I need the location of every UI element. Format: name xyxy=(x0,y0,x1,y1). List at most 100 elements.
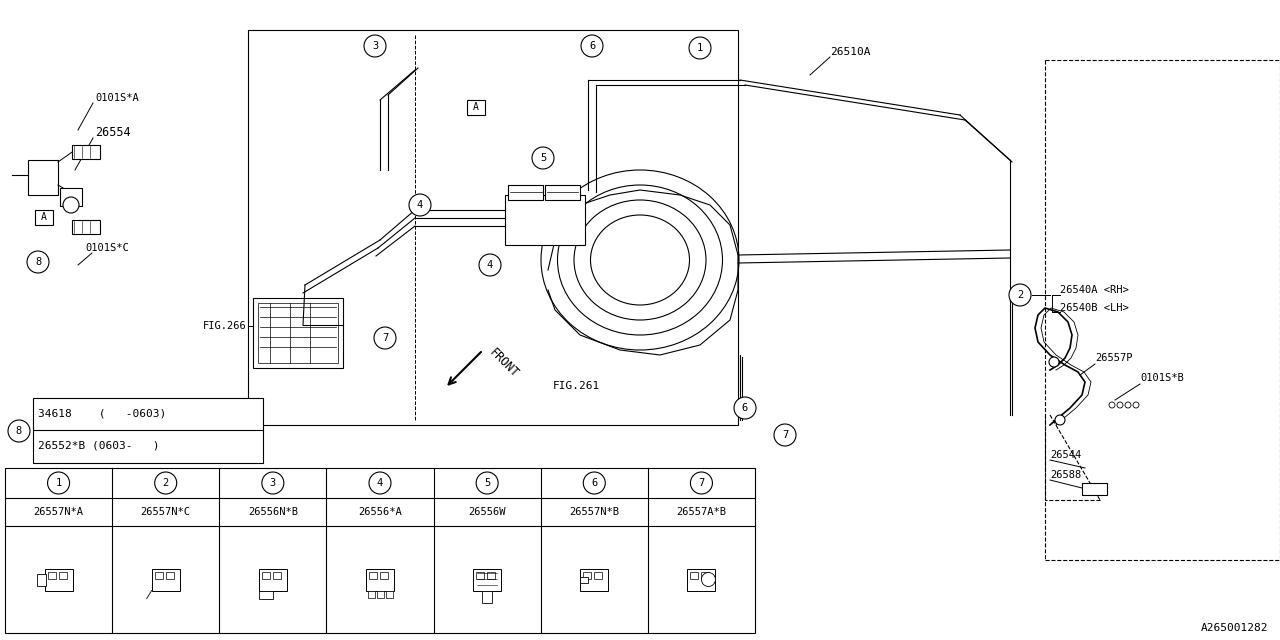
Bar xyxy=(45,568,73,591)
Circle shape xyxy=(364,35,387,57)
Bar xyxy=(545,185,580,200)
Bar xyxy=(273,572,280,579)
Bar xyxy=(72,220,100,234)
Circle shape xyxy=(27,251,49,273)
Text: 26588: 26588 xyxy=(1050,470,1082,480)
Circle shape xyxy=(262,472,284,494)
Text: FRONT: FRONT xyxy=(486,346,521,380)
Text: 26544: 26544 xyxy=(1050,450,1082,460)
Bar xyxy=(369,591,375,598)
Bar xyxy=(508,185,543,200)
Bar xyxy=(35,210,52,225)
Circle shape xyxy=(1108,402,1115,408)
Text: FIG.261: FIG.261 xyxy=(553,381,600,391)
Text: 26557A*B: 26557A*B xyxy=(676,507,727,517)
Text: 0101S*B: 0101S*B xyxy=(1140,373,1184,383)
Circle shape xyxy=(479,254,500,276)
Bar xyxy=(28,160,58,195)
Text: FIG.266: FIG.266 xyxy=(204,321,247,331)
Bar xyxy=(152,568,179,591)
Bar xyxy=(701,572,709,579)
Bar xyxy=(253,298,343,368)
Bar xyxy=(5,468,755,633)
Bar xyxy=(488,572,495,579)
Bar xyxy=(37,573,46,586)
Circle shape xyxy=(701,573,716,586)
Text: 26556W: 26556W xyxy=(468,507,506,517)
Text: 26554: 26554 xyxy=(95,127,131,140)
Text: 26557P: 26557P xyxy=(1094,353,1133,363)
Text: 26540A <RH>: 26540A <RH> xyxy=(1060,285,1129,295)
Circle shape xyxy=(581,35,603,57)
Text: 3: 3 xyxy=(270,478,276,488)
Circle shape xyxy=(584,472,605,494)
Text: 3: 3 xyxy=(372,41,378,51)
Circle shape xyxy=(733,397,756,419)
Bar xyxy=(584,572,591,579)
Bar xyxy=(259,568,287,591)
Bar xyxy=(33,398,262,463)
Bar xyxy=(476,572,484,579)
Text: 1: 1 xyxy=(696,43,703,53)
Circle shape xyxy=(774,424,796,446)
Text: 6: 6 xyxy=(742,403,748,413)
Text: 26556*A: 26556*A xyxy=(358,507,402,517)
Text: 7: 7 xyxy=(782,430,788,440)
Bar xyxy=(580,577,589,582)
Bar xyxy=(47,572,55,579)
Text: 26556N*B: 26556N*B xyxy=(248,507,298,517)
Text: A265001282: A265001282 xyxy=(1201,623,1268,633)
Text: 7: 7 xyxy=(699,478,704,488)
Text: 5: 5 xyxy=(540,153,547,163)
Bar xyxy=(690,572,699,579)
Bar xyxy=(72,145,100,159)
Bar xyxy=(387,591,393,598)
Bar xyxy=(259,303,338,363)
Bar xyxy=(594,572,603,579)
Bar xyxy=(580,568,608,591)
Circle shape xyxy=(1009,284,1030,306)
Bar xyxy=(165,572,174,579)
Circle shape xyxy=(476,472,498,494)
Text: 6: 6 xyxy=(591,478,598,488)
Text: 26557N*C: 26557N*C xyxy=(141,507,191,517)
Bar xyxy=(259,591,273,598)
Circle shape xyxy=(63,197,79,213)
Circle shape xyxy=(374,327,396,349)
Text: 6: 6 xyxy=(589,41,595,51)
Bar xyxy=(506,195,585,245)
Bar xyxy=(262,572,270,579)
Text: 2: 2 xyxy=(163,478,169,488)
Text: 8: 8 xyxy=(35,257,41,267)
Circle shape xyxy=(1055,415,1065,425)
Bar xyxy=(59,572,67,579)
Bar xyxy=(248,30,739,425)
Circle shape xyxy=(1125,402,1132,408)
Text: 4: 4 xyxy=(417,200,424,210)
Bar xyxy=(369,572,378,579)
Bar xyxy=(687,568,716,591)
Text: 4: 4 xyxy=(376,478,383,488)
Text: 7: 7 xyxy=(381,333,388,343)
Circle shape xyxy=(8,420,29,442)
Text: 26557N*A: 26557N*A xyxy=(33,507,83,517)
Text: 4: 4 xyxy=(486,260,493,270)
Bar xyxy=(1082,483,1107,495)
Circle shape xyxy=(369,472,390,494)
Text: 34618    (   -0603): 34618 ( -0603) xyxy=(38,409,166,419)
Bar xyxy=(60,188,82,206)
Circle shape xyxy=(47,472,69,494)
Text: 5: 5 xyxy=(484,478,490,488)
Text: 2: 2 xyxy=(1016,290,1023,300)
Circle shape xyxy=(1117,402,1123,408)
Circle shape xyxy=(1133,402,1139,408)
Text: 26557N*B: 26557N*B xyxy=(570,507,620,517)
Circle shape xyxy=(689,37,710,59)
Bar xyxy=(378,591,384,598)
Circle shape xyxy=(410,194,431,216)
Bar xyxy=(483,591,492,602)
Text: 0101S*A: 0101S*A xyxy=(95,93,138,103)
Bar xyxy=(474,568,502,591)
Circle shape xyxy=(1050,357,1059,367)
Circle shape xyxy=(155,472,177,494)
